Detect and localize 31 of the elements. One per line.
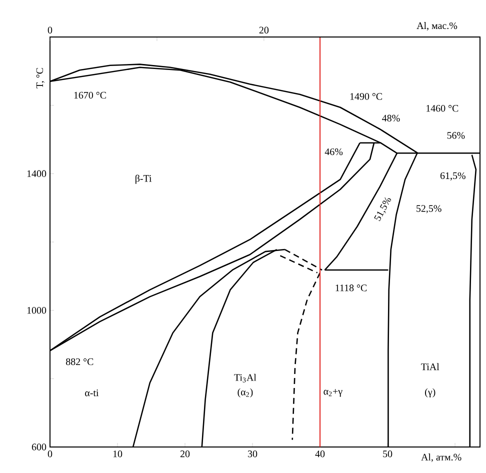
annotation: 52,5% [416,205,442,214]
annotation: α$_{2}$+γ [324,389,342,397]
annotation: 46% [324,148,343,156]
annotation: α-ti [85,390,99,396]
annotation: 882 °C [66,358,94,366]
annotation: 1118 °C [336,284,367,292]
x-tick-label: 30 [248,450,258,458]
x2-tick-label: 20 [259,26,269,34]
x-tick-label: 50 [383,450,392,458]
annotation: 1490 °C [350,93,382,100]
x-axis-title: Al, атм.% [421,454,462,462]
annotation: 61,5% [440,172,466,180]
y-tick-label: 1400 [27,170,46,178]
x-tick-label: 10 [113,450,122,458]
y-tick-label: 600 [32,444,46,450]
annotation: (α$_{2}$) [238,388,253,398]
x2-tick-label: 0 [48,26,52,34]
y-axis-title: T, °C [36,68,44,88]
x2-axis-title: Al, мас.% [416,22,458,30]
annotation: 56% [447,132,465,139]
annotation: TiAl [421,363,440,370]
annotation: (γ) [425,388,436,398]
y-tick-label: 1000 [27,306,46,314]
x-tick-label: 0 [48,450,52,458]
annotation: 48% [382,114,400,122]
annotation: 1670 °C [74,92,106,99]
annotation: β-Ti [136,174,152,184]
x-tick-label: 40 [315,450,325,458]
x-tick-label: 20 [180,450,190,458]
annotation: Ti$_{3}$Al [234,374,256,382]
annotation: 1460 °C [426,104,458,112]
